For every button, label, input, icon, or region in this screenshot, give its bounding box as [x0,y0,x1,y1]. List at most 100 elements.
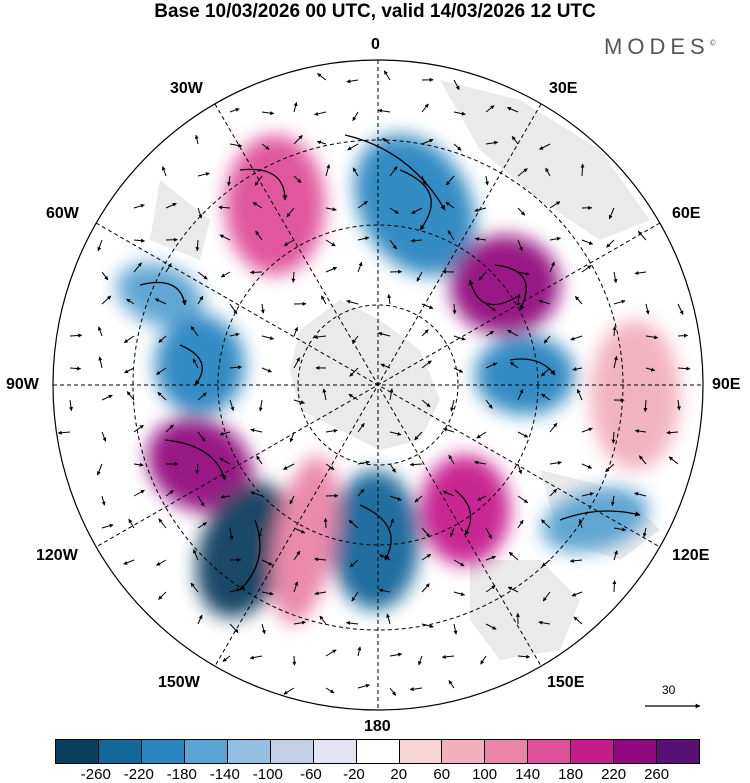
wind-vector [389,166,398,177]
colorbar-swatch [355,740,399,763]
wind-vector [634,492,647,497]
wind-vector [645,367,656,372]
wind-vector [677,333,688,338]
wind-vector [485,362,498,369]
colorbar-swatch [56,740,98,763]
wind-vector [418,655,423,666]
wind-vector [133,262,142,273]
wind-vector [476,431,487,439]
lon-label-180: 180 [364,718,391,735]
wind-vector [97,239,103,252]
colorbar-tick-label: -60 [300,766,322,783]
wind-vector [314,591,327,596]
colorbar-tick-label: -220 [123,766,154,783]
wind-vector [416,271,423,282]
wind-vector [643,399,648,413]
wind-vector [197,392,207,401]
wind-vector [414,495,423,503]
wind-vector [292,655,297,666]
wind-vector [325,463,335,471]
wind-vector [220,494,231,499]
wind-vector [316,140,327,145]
wind-vector [570,335,583,341]
wind-vector [634,271,647,275]
wind-vector [293,620,306,625]
anomaly-neg-north-pacific [196,482,294,618]
wind-vector [258,527,263,538]
wind-vector [421,329,429,337]
wind-vector [634,429,647,434]
wind-vector [101,394,113,401]
wind-vector [477,495,487,501]
wind-vector [421,553,432,561]
wind-vector [608,207,615,220]
wind-vector [197,522,207,529]
wind-vector [389,207,400,214]
colorbar-tick-label: -100 [252,766,283,783]
wind-vector [677,366,691,371]
wind-vector [517,495,529,504]
wind-vector [453,623,458,635]
wind-vector [317,73,327,81]
wind-vector [165,424,174,433]
wind-vector [578,518,583,529]
wind-vector [485,623,497,630]
wind-vector [349,367,359,377]
anomaly-neg-japan [541,487,649,553]
lon-label-90w: 90W [6,376,39,393]
wind-vector [325,239,336,247]
wind-vector [229,399,235,411]
wind-vector [133,462,144,467]
wind-vector [319,615,327,625]
colorbar-tick-label: -20 [343,766,365,783]
wind-vector [389,518,394,529]
wind-vector [485,585,496,593]
wind-vector [613,527,627,532]
wind-vector [352,167,359,177]
wind-vector [453,111,466,116]
wind-vector [57,430,71,435]
wind-vector [637,230,647,241]
wind-vector [581,492,594,497]
wind-vector [410,238,423,243]
wind-vector [409,687,423,692]
wind-vector [452,303,457,315]
wind-vector [220,271,231,278]
wind-vector [197,295,204,305]
wind-vector [549,422,558,433]
colorbar-tick-label: -260 [80,766,111,783]
wind-vector [283,463,295,470]
colorbar-swatch [441,740,485,763]
wind-vector [258,399,263,412]
wind-vector [314,111,327,116]
wind-vector [421,303,434,309]
wind-vector [313,334,327,339]
colorbar-swatch [183,740,227,763]
wind-vector [517,389,524,401]
wind-vector [357,460,370,465]
wind-vector [158,335,167,343]
wind-vector [442,490,455,497]
wind-vector [378,331,391,337]
wind-vector [261,335,274,340]
wind-vector [506,107,519,113]
wind-vector [389,495,402,501]
wind-vector [411,207,423,214]
lon-label-90e: 90E [712,376,741,393]
wind-vector [229,143,243,148]
wind-vector [389,463,396,473]
wind-vector [580,163,585,177]
wind-vector [249,655,263,660]
anomaly-neg-arctic-atlantic [354,134,476,276]
colorbar-swatch [613,740,657,763]
wind-vector [613,550,618,561]
wind-vector [229,588,241,593]
wind-vector [101,523,114,529]
wind-vector [314,557,327,562]
anomaly-neg-hudson [116,262,204,328]
wind-vector [101,495,106,506]
wind-vector [197,495,205,507]
wind-vector [101,271,109,281]
wind-vector [124,367,135,374]
wind-vector [612,580,617,593]
